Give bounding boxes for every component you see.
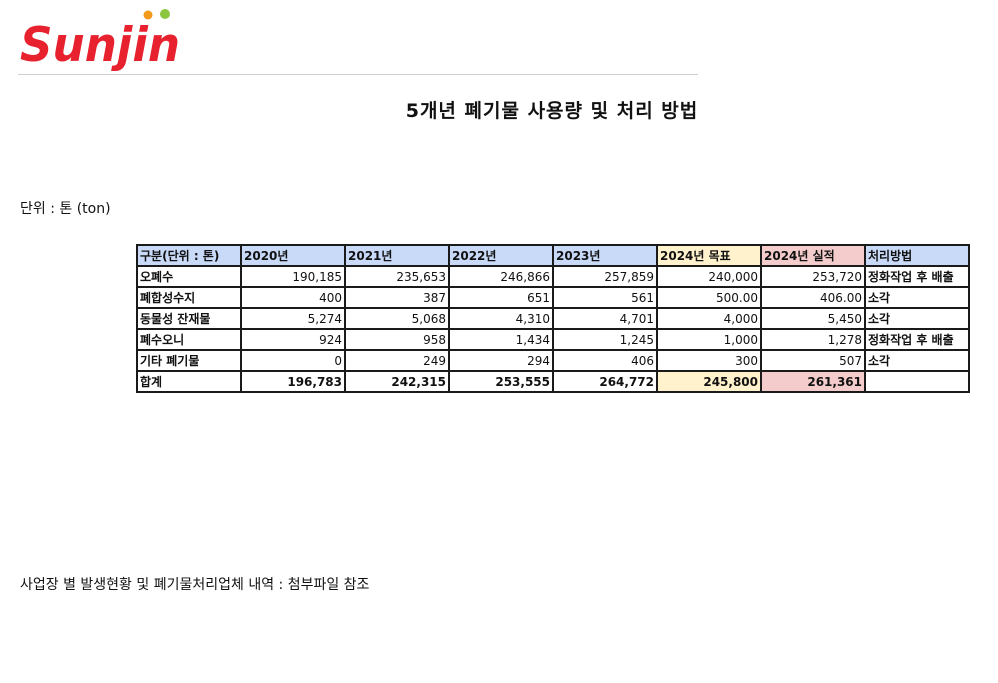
cell-2022: 253,555 (448, 370, 554, 393)
cell-2024-target: 1,000 (656, 328, 762, 351)
cell-2022: 246,866 (448, 265, 554, 288)
logo-dot-green (160, 9, 170, 19)
cell-2020: 0 (240, 349, 346, 372)
cell-method: 정화작업 후 배출 (864, 265, 970, 288)
table-row: 동물성 잔재물 5,274 5,068 4,310 4,701 4,000 5,… (136, 307, 970, 330)
cell-2023: 264,772 (552, 370, 658, 393)
cell-2024-actual: 406.00 (760, 286, 866, 309)
cell-2020: 400 (240, 286, 346, 309)
cell-2022: 294 (448, 349, 554, 372)
header-2024-target: 2024년 목표 (656, 244, 762, 267)
cell-2024-actual: 253,720 (760, 265, 866, 288)
header-2021: 2021년 (344, 244, 450, 267)
header-method: 처리방법 (864, 244, 970, 267)
cell-2024-actual: 261,361 (760, 370, 866, 393)
cell-2024-actual: 1,278 (760, 328, 866, 351)
header-2023: 2023년 (552, 244, 658, 267)
header-2022: 2022년 (448, 244, 554, 267)
logo-dot-orange (143, 10, 153, 20)
row-category: 오폐수 (136, 265, 242, 288)
cell-method: 정화작업 후 배출 (864, 328, 970, 351)
cell-2023: 257,859 (552, 265, 658, 288)
cell-method: 소각 (864, 349, 970, 372)
logo-text: Sunjin (20, 18, 180, 73)
row-category: 기타 폐기물 (136, 349, 242, 372)
cell-2024-target: 300 (656, 349, 762, 372)
cell-method: 소각 (864, 307, 970, 330)
header-2024-actual: 2024년 실적 (760, 244, 866, 267)
cell-2021: 249 (344, 349, 450, 372)
cell-2022: 1,434 (448, 328, 554, 351)
cell-2021: 235,653 (344, 265, 450, 288)
cell-method: 소각 (864, 286, 970, 309)
row-category: 합계 (136, 370, 242, 393)
cell-2021: 242,315 (344, 370, 450, 393)
page-title: 5개년 폐기물 사용량 및 처리 방법 (405, 100, 699, 122)
table-row: 폐수오니 924 958 1,434 1,245 1,000 1,278 정화작… (136, 328, 970, 351)
row-category: 폐수오니 (136, 328, 242, 351)
cell-2023: 561 (552, 286, 658, 309)
cell-2022: 651 (448, 286, 554, 309)
cell-2023: 406 (552, 349, 658, 372)
cell-2024-target: 245,800 (656, 370, 762, 393)
cell-2023: 1,245 (552, 328, 658, 351)
row-category: 폐합성수지 (136, 286, 242, 309)
cell-2021: 5,068 (344, 307, 450, 330)
table-row: 오폐수 190,185 235,653 246,866 257,859 240,… (136, 265, 970, 288)
sunjin-logo: Sunjin (20, 9, 180, 73)
row-category: 동물성 잔재물 (136, 307, 242, 330)
cell-2024-target: 500.00 (656, 286, 762, 309)
table-row: 폐합성수지 400 387 651 561 500.00 406.00 소각 (136, 286, 970, 309)
cell-2020: 190,185 (240, 265, 346, 288)
header-category: 구분(단위 : 톤) (136, 244, 242, 267)
cell-2024-target: 240,000 (656, 265, 762, 288)
unit-note: 단위 : 톤 (ton) (20, 201, 111, 217)
cell-2020: 924 (240, 328, 346, 351)
header-2020: 2020년 (240, 244, 346, 267)
cell-2024-actual: 507 (760, 349, 866, 372)
table-header-row: 구분(단위 : 톤) 2020년 2021년 2022년 2023년 2024년… (136, 244, 970, 267)
cell-2020: 5,274 (240, 307, 346, 330)
waste-table: 구분(단위 : 톤) 2020년 2021년 2022년 2023년 2024년… (136, 244, 970, 393)
cell-2023: 4,701 (552, 307, 658, 330)
cell-2024-target: 4,000 (656, 307, 762, 330)
cell-2020: 196,783 (240, 370, 346, 393)
table-total-row: 합계 196,783 242,315 253,555 264,772 245,8… (136, 370, 970, 393)
cell-2021: 387 (344, 286, 450, 309)
cell-method (864, 370, 970, 393)
cell-2021: 958 (344, 328, 450, 351)
table-row: 기타 폐기물 0 249 294 406 300 507 소각 (136, 349, 970, 372)
header-divider (18, 74, 698, 75)
cell-2022: 4,310 (448, 307, 554, 330)
footer-note: 사업장 별 발생현황 및 폐기물처리업체 내역 : 첨부파일 참조 (20, 577, 370, 593)
cell-2024-actual: 5,450 (760, 307, 866, 330)
